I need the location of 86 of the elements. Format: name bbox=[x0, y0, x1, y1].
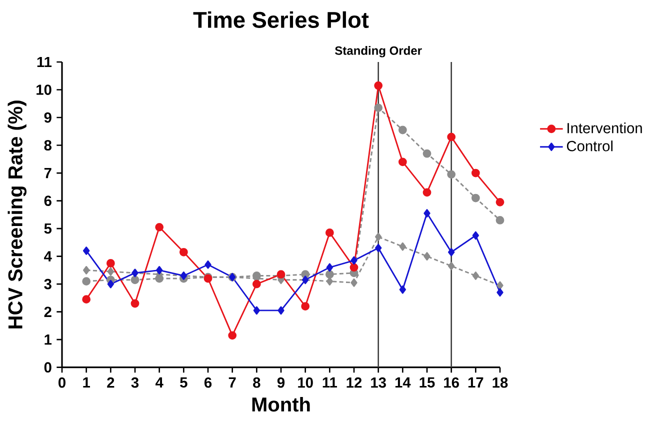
point bbox=[496, 281, 504, 290]
point bbox=[399, 242, 406, 251]
x-tick-label: 0 bbox=[58, 377, 66, 388]
y-axis-title: HCV Screening Rate (%) bbox=[8, 100, 26, 328]
point bbox=[472, 231, 479, 240]
point bbox=[374, 81, 383, 90]
y-tick-label: 2 bbox=[44, 306, 52, 317]
point bbox=[130, 299, 140, 308]
x-axis-title: Month bbox=[252, 396, 310, 412]
point bbox=[424, 252, 430, 261]
point bbox=[326, 263, 334, 272]
point bbox=[447, 132, 456, 142]
y-tick-label: 10 bbox=[36, 84, 52, 95]
point bbox=[156, 266, 163, 274]
point bbox=[350, 256, 358, 265]
y-tick-label: 1 bbox=[44, 334, 52, 345]
x-tick-label: 2 bbox=[107, 377, 114, 388]
point bbox=[106, 259, 115, 268]
y-tick-label: 11 bbox=[37, 56, 52, 68]
point bbox=[375, 232, 382, 242]
point bbox=[253, 306, 260, 315]
point bbox=[496, 288, 504, 297]
point bbox=[422, 188, 432, 197]
point bbox=[83, 246, 90, 255]
point bbox=[326, 277, 334, 286]
point bbox=[107, 267, 114, 276]
point bbox=[448, 248, 455, 256]
point bbox=[107, 280, 114, 288]
y-tick-label: 9 bbox=[44, 112, 52, 123]
point bbox=[83, 266, 90, 274]
point bbox=[350, 278, 358, 287]
point bbox=[375, 244, 382, 252]
point bbox=[472, 272, 479, 280]
point bbox=[398, 126, 407, 134]
point bbox=[252, 280, 261, 288]
y-tick-label: 5 bbox=[44, 223, 52, 234]
x-tick-label: 16 bbox=[444, 377, 459, 388]
point bbox=[422, 149, 432, 158]
y-tick-label: 0 bbox=[44, 362, 52, 373]
x-tick-label: 15 bbox=[420, 377, 435, 388]
point bbox=[130, 276, 140, 284]
point bbox=[325, 270, 334, 279]
x-tick-label: 4 bbox=[155, 377, 164, 388]
point bbox=[471, 194, 480, 202]
point bbox=[204, 260, 212, 269]
point bbox=[350, 263, 358, 272]
legend-label: Control bbox=[566, 140, 612, 152]
x-tick-label: 11 bbox=[322, 377, 337, 388]
point bbox=[374, 104, 383, 112]
point bbox=[471, 168, 480, 178]
x-tick-label: 18 bbox=[492, 377, 508, 388]
point bbox=[155, 222, 164, 232]
point bbox=[82, 295, 91, 304]
x-tick-label: 14 bbox=[395, 377, 411, 388]
y-tick-label: 7 bbox=[44, 168, 52, 178]
point bbox=[398, 158, 407, 166]
point bbox=[448, 262, 455, 270]
chart-title: Time Series Plot bbox=[193, 11, 369, 28]
point bbox=[228, 331, 237, 340]
x-tick-label: 12 bbox=[346, 377, 362, 388]
x-tick-label: 17 bbox=[468, 377, 484, 388]
legend-label: Intervention bbox=[568, 122, 642, 134]
x-tick-label: 8 bbox=[253, 377, 260, 388]
x-tick-label: 3 bbox=[131, 377, 139, 388]
y-tick-label: 4 bbox=[44, 251, 52, 262]
y-tick-label: 8 bbox=[44, 140, 52, 150]
point bbox=[496, 198, 504, 206]
point bbox=[301, 302, 310, 310]
x-tick-label: 9 bbox=[277, 377, 285, 388]
x-tick-label: 7 bbox=[228, 377, 236, 388]
point bbox=[447, 170, 456, 179]
point bbox=[278, 306, 284, 315]
point bbox=[496, 216, 504, 224]
point bbox=[179, 248, 188, 256]
y-tick-label: 3 bbox=[44, 278, 52, 290]
x-tick-label: 13 bbox=[371, 377, 386, 388]
point bbox=[82, 277, 91, 286]
x-tick-label: 10 bbox=[298, 377, 313, 388]
point bbox=[325, 228, 334, 237]
y-tick-label: 6 bbox=[44, 196, 52, 206]
point bbox=[424, 209, 430, 218]
point bbox=[399, 285, 406, 294]
x-tick-label: 1 bbox=[83, 377, 90, 388]
x-tick-label: 6 bbox=[204, 377, 212, 388]
x-tick-label: 5 bbox=[180, 377, 188, 388]
ref-line-label: Standing Order bbox=[335, 46, 422, 58]
